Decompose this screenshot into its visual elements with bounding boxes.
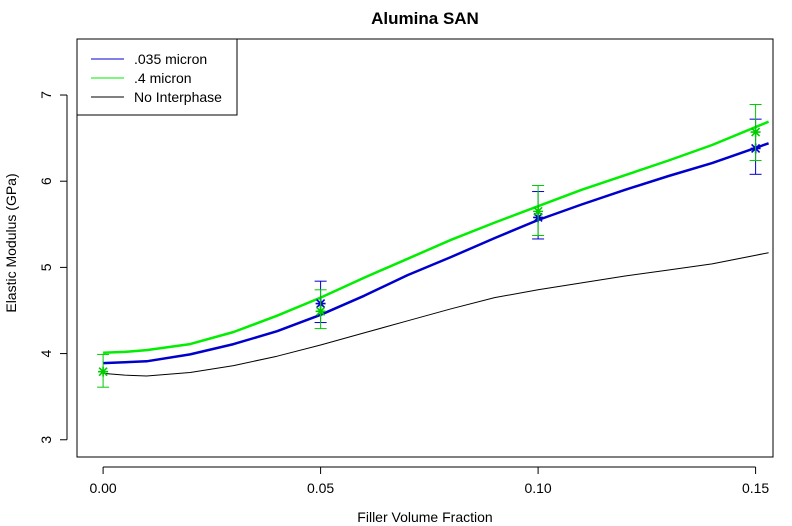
y-tick-label: 5 [38,263,54,271]
error-bars [97,104,762,388]
legend-label: No Interphase [134,89,222,105]
data-point [750,127,761,138]
x-tick-label: 0.00 [89,480,116,496]
x-axis-label: Filler Volume Fraction [357,509,492,525]
data-point [98,366,109,377]
x-tick-label: 0.10 [524,480,551,496]
legend-label: .035 micron [134,51,207,67]
legend-box [76,38,238,116]
y-tick-label: 6 [38,177,54,185]
y-axis-label: Elastic Modulus (GPa) [3,173,19,312]
series-line [103,120,770,354]
series-line [103,252,769,377]
x-tick-label: 0.05 [307,480,334,496]
y-tick-label: 3 [38,436,54,444]
data-point [315,306,326,317]
chart-title: Alumina SAN [371,9,479,28]
data-point [533,206,544,217]
y-axis: 3 4 5 6 7 [38,91,68,444]
x-tick-label: 0.15 [742,480,769,496]
x-axis: 0.00 0.05 0.10 0.15 [89,466,769,496]
y-tick-label: 4 [38,349,54,357]
y-tick-label: 7 [38,91,54,99]
series-line [103,142,770,365]
legend-label: .4 micron [134,70,192,86]
series-lines [103,120,770,377]
plot-frame [76,38,774,458]
legend: .035 micron .4 micron No Interphase [76,38,238,116]
